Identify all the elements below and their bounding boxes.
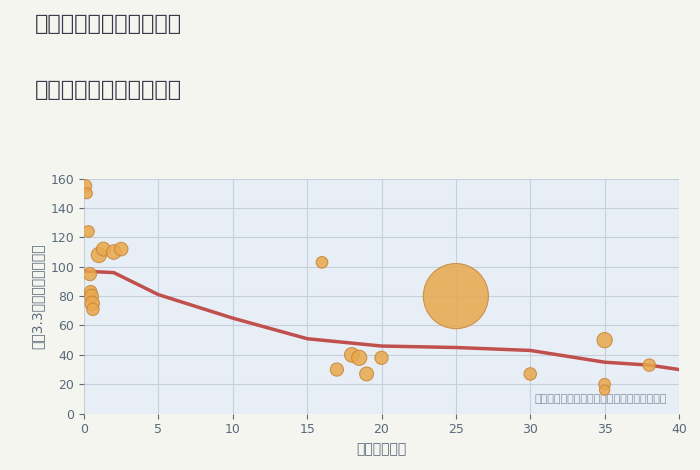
Text: 円の大きさは、取引のあった物件面積を示す: 円の大きさは、取引のあった物件面積を示す [535, 394, 667, 404]
Point [644, 361, 655, 369]
Point [354, 354, 365, 361]
Point [81, 189, 92, 197]
Point [599, 337, 610, 344]
Point [599, 381, 610, 388]
Point [376, 354, 387, 361]
Point [88, 306, 99, 313]
Text: 兵庫県明石市大蔵本町の: 兵庫県明石市大蔵本町の [35, 14, 182, 34]
Point [108, 248, 119, 256]
Text: 築年数別中古戸建て価格: 築年数別中古戸建て価格 [35, 80, 182, 100]
Point [87, 300, 98, 307]
Point [80, 182, 91, 190]
Point [85, 288, 97, 296]
Point [83, 227, 94, 235]
Point [361, 370, 372, 378]
Point [346, 351, 357, 359]
Y-axis label: 坪（3.3㎡）単価（万円）: 坪（3.3㎡）単価（万円） [31, 243, 45, 349]
Point [450, 292, 461, 300]
Point [599, 386, 610, 394]
Point [316, 258, 328, 266]
Point [98, 245, 109, 253]
Point [84, 270, 95, 278]
Point [525, 370, 536, 378]
X-axis label: 築年数（年）: 築年数（年） [356, 442, 407, 456]
Point [116, 245, 127, 253]
Point [331, 366, 342, 373]
Point [86, 292, 97, 300]
Point [93, 251, 104, 258]
